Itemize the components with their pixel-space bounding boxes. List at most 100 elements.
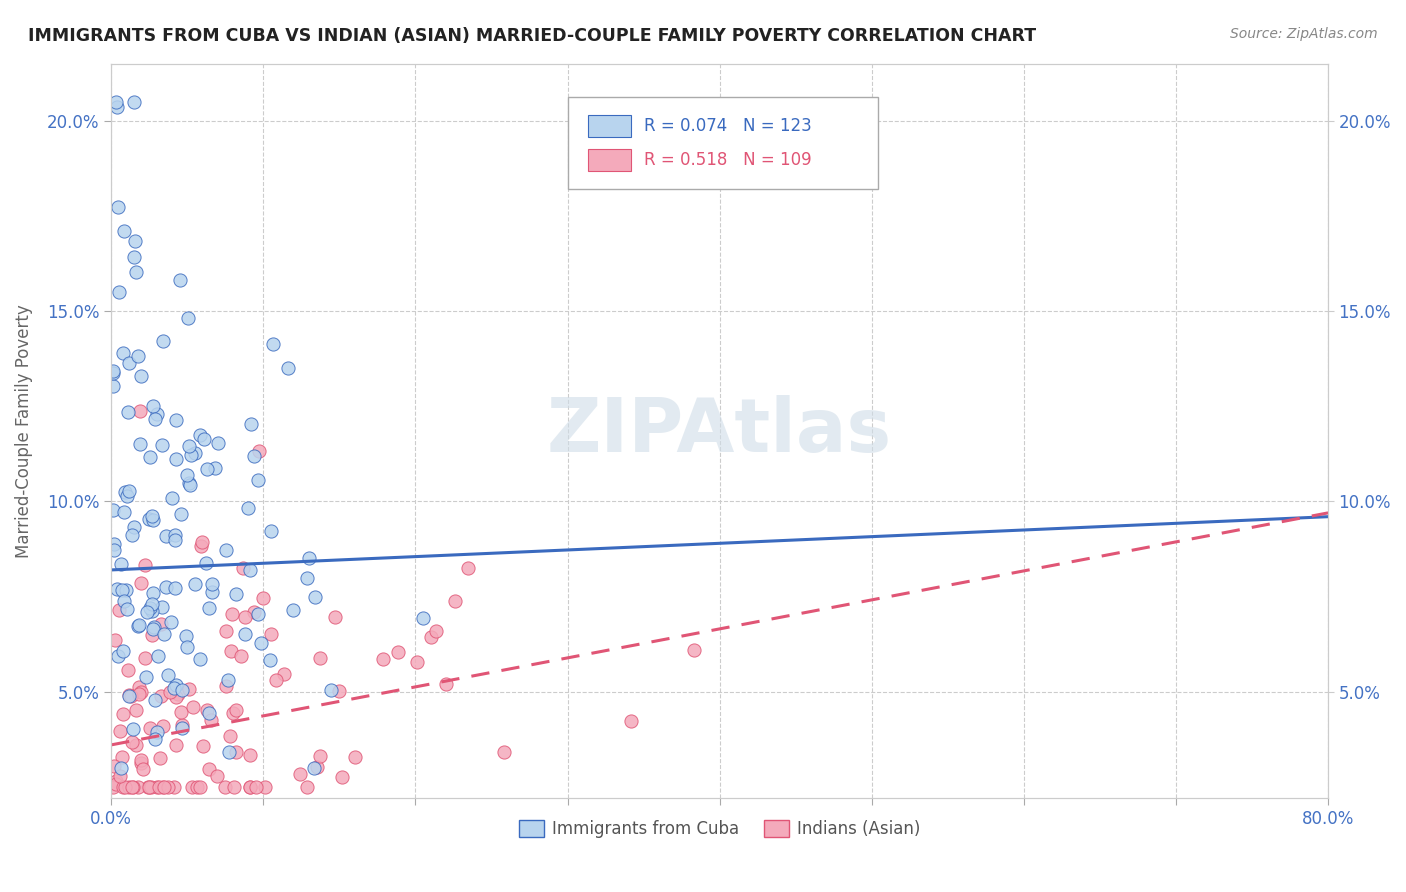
Point	[142, 585, 165, 599]
Point	[118, 484, 141, 499]
Point	[179, 681, 201, 696]
Point	[117, 664, 139, 678]
Point	[146, 780, 169, 794]
Point	[222, 706, 245, 720]
Point	[103, 758, 125, 772]
Point	[128, 618, 150, 632]
Point	[159, 684, 181, 698]
Point	[250, 636, 273, 650]
Point	[103, 536, 125, 550]
Point	[108, 285, 131, 299]
Point	[180, 449, 202, 463]
Point	[142, 399, 165, 413]
Point	[200, 714, 222, 728]
Point	[184, 446, 207, 460]
Point	[176, 468, 198, 483]
Point	[117, 405, 139, 419]
Point	[179, 475, 201, 490]
Point	[253, 780, 276, 794]
Point	[107, 200, 129, 214]
Bar	[588, 115, 631, 137]
Point	[169, 705, 191, 719]
Point	[201, 585, 224, 599]
Bar	[588, 149, 631, 171]
Point	[148, 780, 170, 794]
Point	[152, 719, 174, 733]
Point	[118, 690, 141, 704]
Point	[215, 624, 238, 638]
Point	[138, 600, 160, 615]
Point	[129, 576, 152, 591]
Point	[162, 491, 184, 505]
Point	[273, 667, 295, 681]
Point	[103, 542, 125, 557]
Point	[115, 582, 138, 597]
Point	[105, 777, 128, 791]
Point	[132, 762, 155, 776]
Point	[121, 780, 143, 794]
Point	[120, 690, 142, 704]
Point	[129, 685, 152, 699]
Point	[252, 591, 274, 605]
Point	[214, 780, 236, 794]
Point	[620, 714, 643, 729]
Point	[101, 366, 124, 380]
Point	[247, 473, 270, 487]
Point	[193, 432, 215, 446]
Point	[238, 500, 260, 515]
Point	[136, 780, 159, 794]
Point	[115, 602, 138, 616]
Point	[277, 361, 299, 376]
Point	[143, 692, 166, 706]
Point	[328, 683, 350, 698]
Point	[373, 652, 395, 666]
Point	[125, 703, 148, 717]
Point	[110, 557, 132, 571]
Point	[207, 769, 229, 783]
Point	[111, 706, 134, 721]
Point	[121, 735, 143, 749]
Point	[288, 767, 311, 781]
Point	[118, 780, 141, 794]
Point	[307, 760, 329, 774]
Point	[239, 747, 262, 762]
Point	[239, 563, 262, 577]
Point	[112, 224, 135, 238]
Point	[195, 461, 218, 475]
Point	[233, 626, 256, 640]
Point	[165, 581, 187, 595]
Point	[218, 745, 240, 759]
Point	[181, 780, 204, 794]
Point	[153, 627, 176, 641]
Point	[118, 356, 141, 370]
Point	[186, 780, 208, 794]
Point	[152, 780, 174, 794]
Point	[198, 762, 221, 776]
Point	[122, 519, 145, 533]
Point	[323, 610, 346, 624]
Point	[181, 699, 204, 714]
Point	[215, 679, 238, 693]
Point	[122, 250, 145, 264]
Point	[177, 439, 200, 453]
Point	[283, 603, 305, 617]
Point	[188, 427, 211, 442]
Point	[134, 650, 156, 665]
Point	[260, 524, 283, 538]
Point	[215, 542, 238, 557]
Point	[143, 731, 166, 746]
Point	[150, 438, 173, 452]
Point	[146, 725, 169, 739]
Point	[239, 780, 262, 794]
Point	[264, 673, 287, 687]
Point	[239, 780, 262, 794]
Point	[160, 615, 183, 629]
Point	[138, 450, 160, 465]
Point	[172, 721, 194, 735]
Point	[146, 648, 169, 663]
Point	[221, 607, 243, 621]
Point	[309, 748, 332, 763]
Point	[135, 605, 157, 619]
Point	[169, 273, 191, 287]
Point	[167, 687, 190, 701]
